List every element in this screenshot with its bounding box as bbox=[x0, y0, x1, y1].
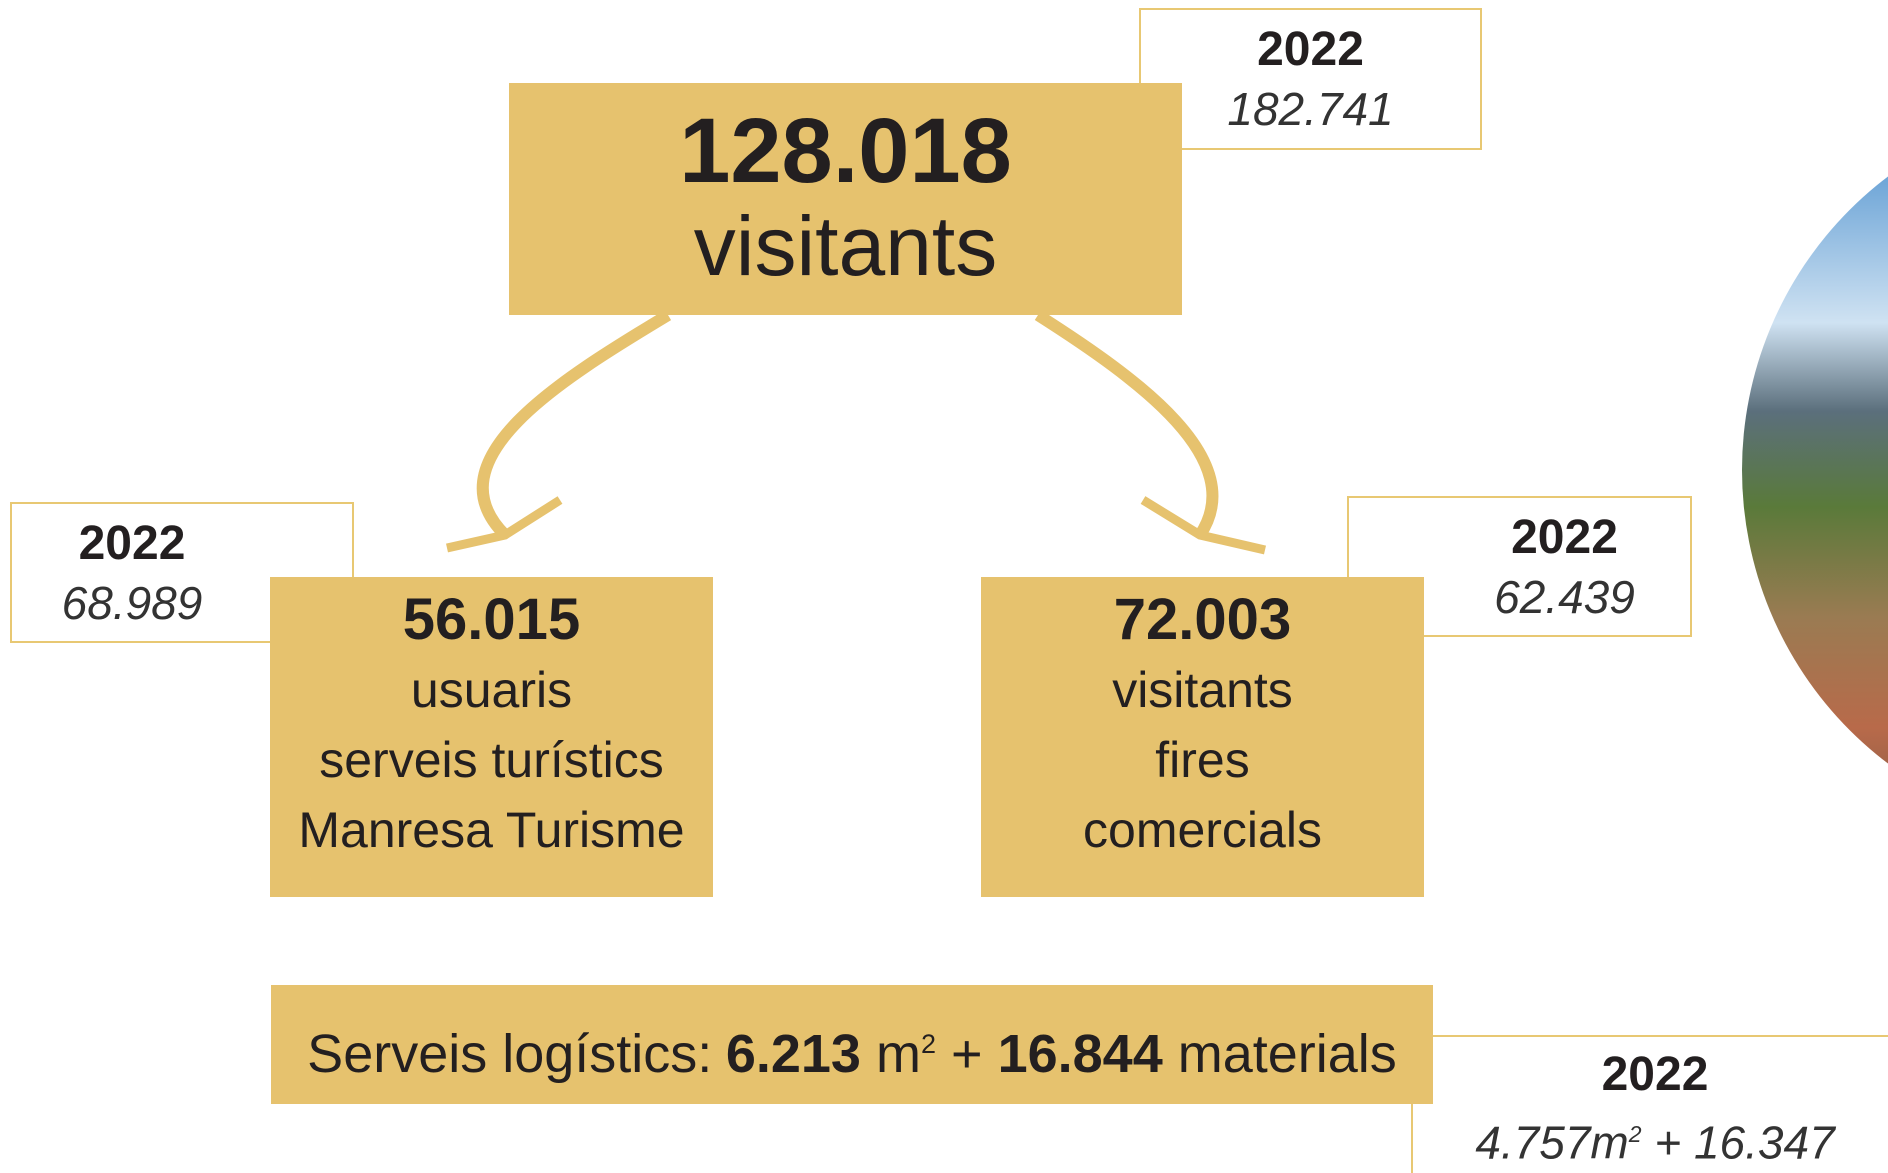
value: 4.757m bbox=[1475, 1116, 1628, 1168]
page: 2022 182.741 128.018 visitants 2022 68.9… bbox=[0, 0, 1888, 1173]
logistics-box: Serveis logístics:6.213 m2 + 16.844 mate… bbox=[271, 985, 1433, 1104]
main-value: 128.018 bbox=[509, 101, 1182, 201]
exponent: 2 bbox=[921, 1029, 936, 1059]
label: Manresa Turisme bbox=[270, 795, 713, 865]
main-label: visitants bbox=[509, 201, 1182, 291]
previous-value: 62.439 bbox=[1439, 568, 1690, 626]
label: Serveis logístics: bbox=[307, 1024, 712, 1084]
value: 6.213 bbox=[726, 1024, 861, 1084]
year: 2022 bbox=[1440, 1045, 1870, 1105]
arrow bbox=[1038, 315, 1212, 535]
left-box: 56.015 usuaris serveis turístics Manresa… bbox=[270, 577, 713, 897]
label: visitants bbox=[981, 655, 1424, 725]
label: fires bbox=[981, 725, 1424, 795]
year: 2022 bbox=[12, 514, 252, 574]
plus: + bbox=[951, 1024, 983, 1084]
previous-box: 2022 182.741 bbox=[1139, 8, 1482, 150]
arrow-head bbox=[447, 500, 560, 548]
previous-box: 2022 4.757m2 + 16.347 bbox=[1440, 1045, 1870, 1171]
previous-value: 68.989 bbox=[12, 574, 252, 632]
value: 72.003 bbox=[981, 585, 1424, 655]
value: + 16.347 bbox=[1654, 1116, 1834, 1168]
value: 16.844 bbox=[998, 1024, 1163, 1084]
arrow bbox=[483, 315, 668, 535]
year: 2022 bbox=[1141, 20, 1480, 80]
photo bbox=[1742, 102, 1888, 838]
year: 2022 bbox=[1439, 508, 1690, 568]
label: usuaris bbox=[270, 655, 713, 725]
label: comercials bbox=[981, 795, 1424, 865]
exponent: 2 bbox=[1629, 1121, 1642, 1147]
right-box: 72.003 visitants fires comercials bbox=[981, 577, 1424, 897]
value: 56.015 bbox=[270, 585, 713, 655]
previous-value: 182.741 bbox=[1141, 80, 1480, 138]
label: materials bbox=[1178, 1024, 1397, 1084]
unit: m bbox=[876, 1024, 921, 1084]
main-box: 128.018 visitants bbox=[509, 83, 1182, 315]
label: serveis turístics bbox=[270, 725, 713, 795]
previous-value: 4.757m2 + 16.347 bbox=[1440, 1105, 1870, 1171]
